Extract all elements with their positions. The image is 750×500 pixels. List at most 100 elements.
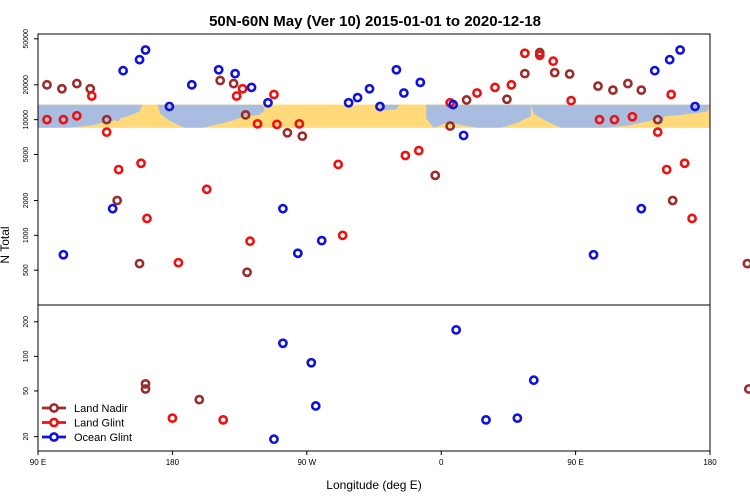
x-axis: 90 E 180 90 W 0 90 E 180 xyxy=(30,451,717,467)
land-nadir-point xyxy=(240,109,251,120)
legend-label: Ocean Glint xyxy=(74,432,132,444)
land-glint-point xyxy=(679,158,690,169)
land-nadir-point xyxy=(593,81,603,91)
land-nadir-point xyxy=(743,384,750,394)
ocean-glint-point xyxy=(481,414,491,425)
island-shape xyxy=(426,107,433,118)
ocean-glint-point xyxy=(451,324,462,335)
land-glint-point xyxy=(167,413,178,424)
land-glint-point xyxy=(519,48,530,59)
land-nadir-point xyxy=(56,83,67,94)
land-nadir-point xyxy=(502,94,512,105)
land-glint-point xyxy=(86,91,97,101)
land-glint-point xyxy=(534,50,545,61)
ocean-glint-point xyxy=(278,338,288,349)
land-nadir-point xyxy=(636,85,647,96)
land-nadir-point xyxy=(112,195,123,206)
land-nadir-point xyxy=(140,378,151,389)
land-nadir-point xyxy=(71,78,82,89)
top-y-tick-label: 2000 xyxy=(23,193,30,209)
ocean-glint-point xyxy=(263,97,273,108)
land-glint-point xyxy=(142,213,152,224)
legend-marker xyxy=(49,403,59,413)
land-glint-point xyxy=(687,213,697,224)
bottom-y-tick-label: 100 xyxy=(23,350,30,362)
top-y-tick-label: 500 xyxy=(23,264,30,276)
ocean-glint-point xyxy=(118,65,129,76)
land-nadir-point xyxy=(430,170,441,181)
island-shape xyxy=(647,110,654,121)
north-america-shape xyxy=(157,104,265,128)
land-nadir-point xyxy=(242,267,252,278)
land-glint-point xyxy=(252,118,263,129)
y-axis-label: N Total xyxy=(0,226,12,263)
ocean-glint-point xyxy=(448,99,459,110)
top-y-tick-label: 50000 xyxy=(23,29,30,49)
ocean-glint-point xyxy=(528,375,539,386)
top-y-axis: 500 1000 2000 5000 10000 20000 50000 xyxy=(23,29,38,276)
ocean-glint-point xyxy=(230,68,241,79)
land-glint-point xyxy=(506,79,517,90)
top-y-tick-label: 20000 xyxy=(23,75,30,95)
ocean-glint-point xyxy=(649,65,660,76)
ocean-glint-point xyxy=(164,101,175,112)
land-glint-point xyxy=(400,150,411,161)
x-tick-label: 180 xyxy=(703,458,717,467)
bottom-panel: 20 50 100 200 xyxy=(23,304,750,452)
land-nadir-point xyxy=(297,131,308,142)
ocean-glint-point xyxy=(278,203,288,214)
x-tick-label: 180 xyxy=(166,458,180,467)
land-glint-point xyxy=(666,89,677,100)
ocean-glint-point xyxy=(636,203,647,214)
land-glint-point xyxy=(71,110,82,121)
land-glint-point xyxy=(652,127,663,138)
land-glint-point xyxy=(136,158,146,169)
ocean-glint-point xyxy=(343,97,354,108)
land-nadir-point xyxy=(652,114,663,125)
ocean-glint-point xyxy=(398,88,409,98)
ocean-glint-point xyxy=(134,54,145,65)
ocean-glint-point xyxy=(415,77,426,88)
land-nadir-point xyxy=(519,68,530,79)
land-nadir-point xyxy=(134,258,145,269)
ocean-glint-point xyxy=(512,413,523,424)
land-glint-point xyxy=(472,88,482,98)
asia-shape xyxy=(530,104,710,128)
land-glint-point xyxy=(42,114,52,125)
land-glint-point xyxy=(272,119,282,130)
ocean-glint-point xyxy=(213,64,224,75)
legend-label: Land Glint xyxy=(74,418,124,430)
land-glint-point xyxy=(58,114,69,125)
ocean-glint-point xyxy=(316,235,327,246)
ocean-glint-point xyxy=(352,92,363,103)
land-glint-point xyxy=(101,127,112,138)
land-nadir-point xyxy=(564,69,575,79)
ocean-glint-point xyxy=(588,249,599,260)
land-nadir-point xyxy=(215,75,226,86)
top-panel-marks xyxy=(42,45,750,389)
land-glint-point xyxy=(333,159,344,170)
top-panel: 500 1000 2000 5000 10000 20000 50000 xyxy=(23,29,750,389)
land-nadir-point xyxy=(461,95,472,105)
ocean-glint-point xyxy=(292,248,303,259)
land-glint-point xyxy=(490,82,500,93)
ocean-glint-point xyxy=(364,83,375,94)
land-glint-point xyxy=(609,114,620,125)
land-nadir-point xyxy=(742,258,750,269)
x-axis-label: Longitude (deg E) xyxy=(326,478,421,492)
land-glint-point xyxy=(337,230,348,241)
land-nadir-point xyxy=(282,127,293,138)
bottom-panel-frame xyxy=(37,304,711,452)
land-nadir-point xyxy=(194,394,205,405)
top-y-tick-label: 5000 xyxy=(23,147,30,163)
land-nadir-point xyxy=(608,85,618,96)
ocean-glint-point xyxy=(310,401,321,411)
ocean-glint-point xyxy=(306,357,317,368)
land-nadir-point xyxy=(667,195,678,206)
ocean-glint-point xyxy=(269,434,279,445)
ocean-glint-point xyxy=(186,79,197,90)
ocean-glint-point xyxy=(675,45,686,55)
land-nadir-point xyxy=(228,78,239,89)
x-tick-label: 0 xyxy=(439,458,444,467)
